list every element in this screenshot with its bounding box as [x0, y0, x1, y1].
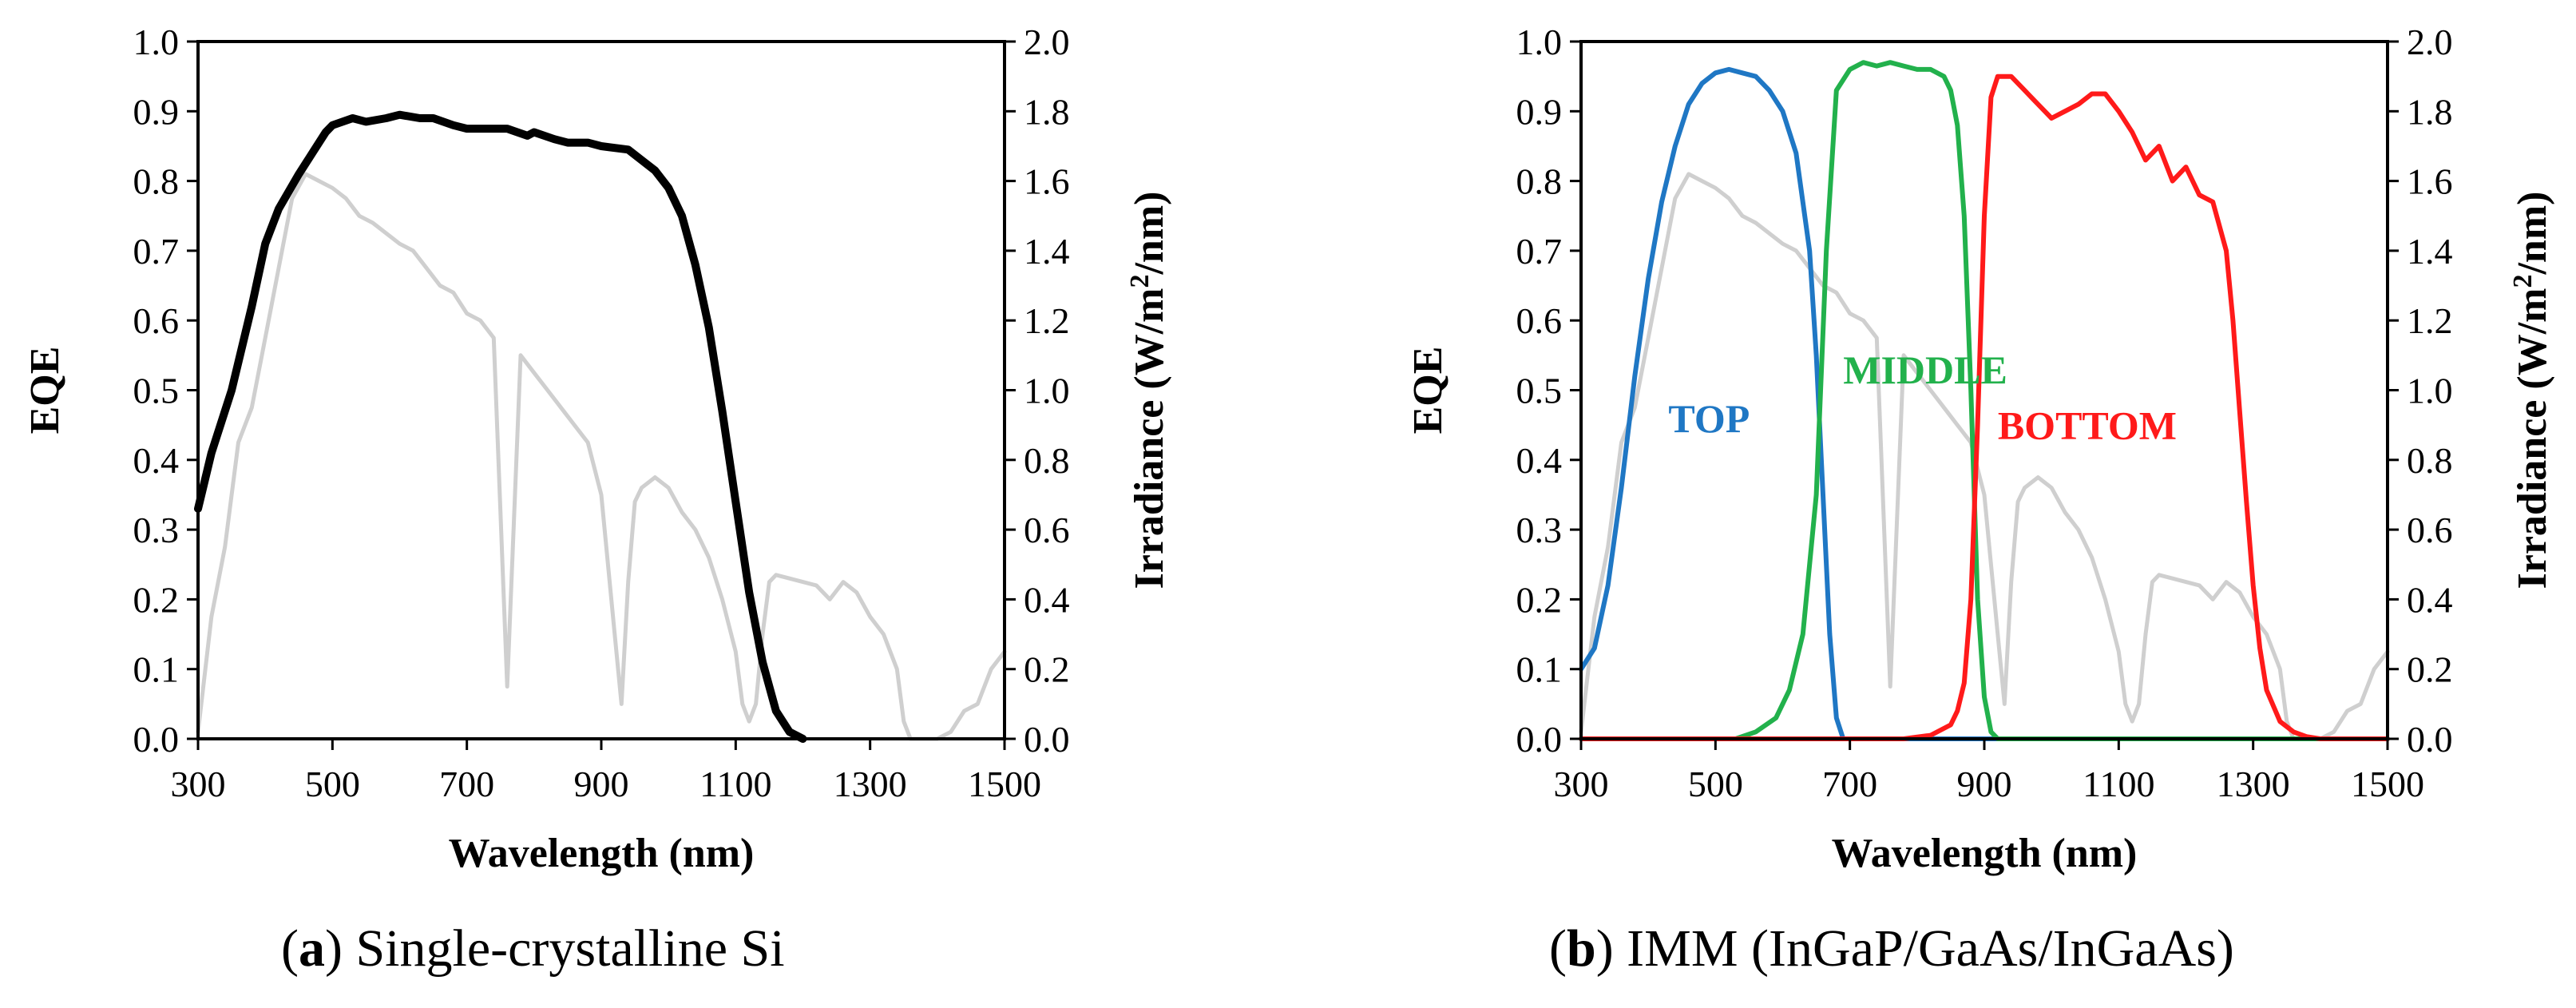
- y-tick-label: 0.1: [1516, 649, 1563, 690]
- y2-tick-label: 1.0: [1024, 371, 1070, 411]
- y2-tick-label: 1.4: [2407, 231, 2453, 272]
- y-tick-label: 1.0: [133, 22, 180, 62]
- y2-axis-title-tail: /nm): [1127, 192, 1172, 276]
- y2-tick-label: 2.0: [1024, 22, 1070, 62]
- x-tick-label: 1100: [699, 764, 771, 804]
- series-line-solar-irradiance: [1579, 172, 2390, 741]
- caption-a-open: (: [281, 919, 299, 978]
- y2-axis-title-main: Irradiance (W/m: [2510, 288, 2555, 589]
- y-tick-label: 0.4: [133, 440, 180, 481]
- y-tick-label: 0.7: [1516, 231, 1563, 272]
- y-axis-title: EQE: [22, 347, 68, 435]
- y2-tick-label: 0.6: [1024, 510, 1070, 550]
- y2-tick-label: 0.4: [1024, 579, 1070, 620]
- x-tick-label: 300: [171, 764, 226, 804]
- y2-tick-label: 0.4: [2407, 579, 2453, 620]
- y-tick-label: 0.4: [1516, 440, 1563, 481]
- caption-b: (b) IMM (InGaP/GaAs/InGaAs): [1549, 919, 2234, 979]
- y-tick-label: 0.9: [1516, 91, 1563, 132]
- y-tick-label: 0.2: [1516, 579, 1563, 620]
- series-line-single-crystalline-si-eqe: [194, 110, 807, 743]
- y2-axis-title-main: Irradiance (W/m: [1127, 288, 1172, 589]
- y-tick-label: 0.1: [133, 649, 180, 690]
- y2-axis-title-sup: 2: [2508, 275, 2538, 288]
- y2-tick-label: 0.0: [1024, 719, 1070, 760]
- y-tick-label: 0.8: [133, 161, 180, 202]
- y-axis-title: EQE: [1405, 347, 1451, 435]
- y2-tick-label: 1.0: [2407, 371, 2453, 411]
- y2-axis-title: Irradiance (W/m2/nm): [1125, 192, 1172, 589]
- x-tick-label: 1300: [2217, 764, 2290, 804]
- y2-tick-label: 1.2: [1024, 300, 1070, 341]
- y2-tick-label: 1.6: [2407, 161, 2453, 202]
- y-tick-label: 0.6: [133, 300, 180, 341]
- y-tick-label: 0.0: [133, 719, 180, 760]
- series-line-solar-irradiance: [196, 172, 1007, 741]
- y-tick-label: 0.7: [133, 231, 180, 272]
- series-label-top: TOP: [1668, 396, 1750, 441]
- y2-tick-label: 1.2: [2407, 300, 2453, 341]
- caption-a: (a) Single-crystalline Si: [281, 919, 785, 979]
- x-tick-label: 300: [1554, 764, 1609, 804]
- y2-tick-label: 1.6: [1024, 161, 1070, 202]
- y-tick-label: 1.0: [1516, 22, 1563, 62]
- chart-panel-b: 300 500 700 900 1100 1300 15000.00.10.20.30.40…: [1405, 22, 2555, 876]
- y2-tick-label: 0.8: [2407, 440, 2453, 481]
- x-tick-label: 500: [305, 764, 360, 804]
- y2-tick-label: 0.2: [2407, 649, 2453, 690]
- y2-axis-title-sup: 2: [1125, 275, 1155, 288]
- y2-axis-title-tail: /nm): [2510, 192, 2555, 276]
- caption-b-letter: b: [1566, 919, 1596, 978]
- x-tick-label: 700: [1822, 764, 1877, 804]
- y-tick-label: 0.3: [1516, 510, 1563, 550]
- y-tick-label: 0.8: [1516, 161, 1563, 202]
- y-tick-label: 0.2: [133, 579, 180, 620]
- series-line-middle: [1579, 60, 2390, 741]
- x-tick-label: 1500: [2351, 764, 2424, 804]
- caption-a-text: ) Single-crystalline Si: [324, 919, 785, 978]
- x-tick-label: 1100: [2083, 764, 2154, 804]
- x-tick-label: 1300: [834, 764, 907, 804]
- x-axis-title: Wavelength (nm): [449, 831, 755, 876]
- y-tick-label: 0.6: [1516, 300, 1563, 341]
- y2-tick-label: 1.4: [1024, 231, 1070, 272]
- y2-tick-label: 0.6: [2407, 510, 2453, 550]
- y2-tick-label: 0.2: [1024, 649, 1070, 690]
- x-tick-label: 900: [574, 764, 629, 804]
- x-tick-label: 500: [1688, 764, 1743, 804]
- chart-panel-a: 300 500 700 900 1100 1300 15000.00.10.20.30.40…: [22, 22, 1172, 876]
- series-line-top: [1579, 66, 2390, 741]
- x-tick-label: 700: [439, 764, 494, 804]
- x-tick-label: 1500: [968, 764, 1041, 804]
- y2-axis-title: Irradiance (W/m2/nm): [2508, 192, 2555, 589]
- y-tick-label: 0.9: [133, 91, 180, 132]
- y2-tick-label: 1.8: [2407, 91, 2453, 132]
- y2-tick-label: 1.8: [1024, 91, 1070, 132]
- series-label-bottom: BOTTOM: [1998, 403, 2177, 448]
- y2-tick-label: 0.8: [1024, 440, 1070, 481]
- y-tick-label: 0.0: [1516, 719, 1563, 760]
- y-tick-label: 0.3: [133, 510, 180, 550]
- caption-a-letter: a: [298, 919, 325, 978]
- y-tick-label: 0.5: [133, 371, 180, 411]
- caption-b-text: ) IMM (InGaP/GaAs/InGaAs): [1595, 919, 2234, 978]
- x-tick-label: 900: [1957, 764, 2012, 804]
- series-line-bottom: [1579, 73, 2390, 741]
- y-tick-label: 0.5: [1516, 371, 1563, 411]
- series-label-middle: MIDDLE: [1843, 347, 2007, 392]
- x-axis-title: Wavelength (nm): [1832, 831, 2138, 876]
- y2-tick-label: 2.0: [2407, 22, 2453, 62]
- caption-b-open: (: [1549, 919, 1567, 978]
- y2-tick-label: 0.0: [2407, 719, 2453, 760]
